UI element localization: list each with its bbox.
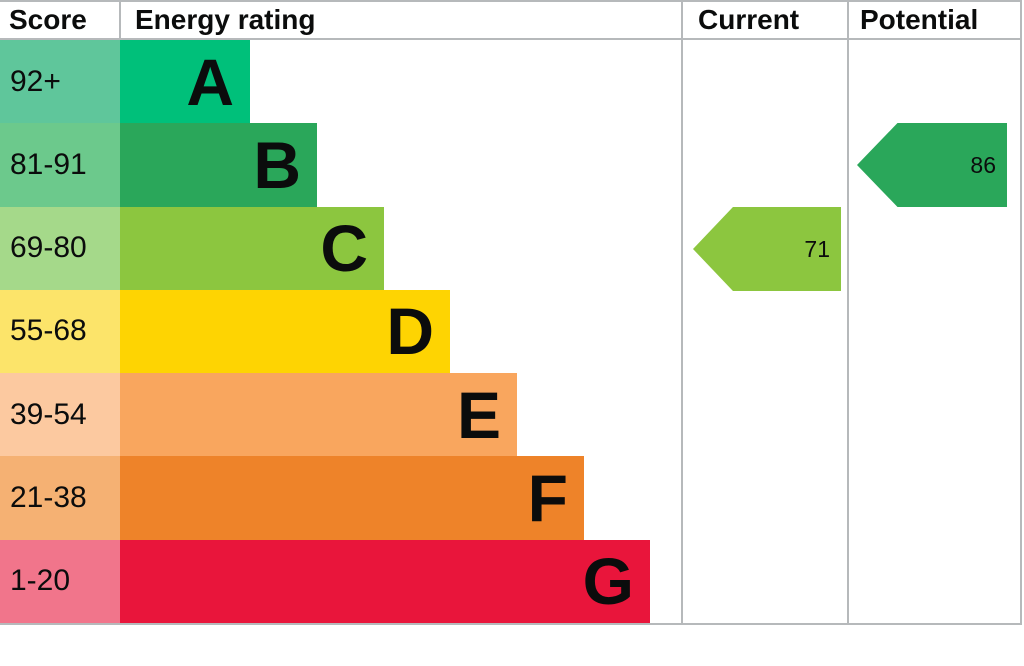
header-divider-line [0,38,1022,40]
score-range-e: 39-54 [0,373,120,457]
band-row-e: 39-54 E [0,373,681,457]
band-row-a: 92+ A [0,40,681,124]
rating-bar-c: C [120,206,384,290]
potential-column-header: Potential [860,4,979,35]
band-row-d: 55-68 D [0,289,681,374]
rating-bar-d: D [120,289,450,374]
current-column-header: Current [698,4,800,35]
energy-rating-column-header: Energy rating [135,4,316,35]
rating-bar-f: F [120,456,584,540]
band-row-b: 81-91 B [0,123,681,207]
score-column-header: Score [9,4,87,35]
potential-column-divider [847,0,849,625]
band-row-f: 21-38 F [0,456,681,540]
potential-rating-arrow: 86 [857,123,1007,207]
top-border-line [0,0,1022,2]
score-column-divider [119,0,121,38]
score-range-c: 69-80 [0,206,120,290]
score-range-a: 92+ [0,40,120,124]
rating-bar-g: G [120,539,650,623]
rating-bar-a: A [120,40,250,124]
score-range-f: 21-38 [0,456,120,540]
table-header: Score Energy rating Current Potential [0,2,1022,38]
current-rating-arrow: 71 [693,207,841,291]
right-border-line [1020,0,1022,625]
rating-bar-b: B [120,123,317,207]
bottom-border-line [0,623,1022,625]
rating-bands: 92+ A 81-91 B 69-80 C 55-68 D 39-54 E 21… [0,40,681,623]
band-row-g: 1-20 G [0,539,681,623]
score-range-b: 81-91 [0,123,120,207]
score-range-g: 1-20 [0,539,120,623]
rating-bar-e: E [120,373,517,457]
current-column-divider [681,0,683,625]
score-range-d: 55-68 [0,289,120,374]
band-row-c: 69-80 C [0,206,681,290]
